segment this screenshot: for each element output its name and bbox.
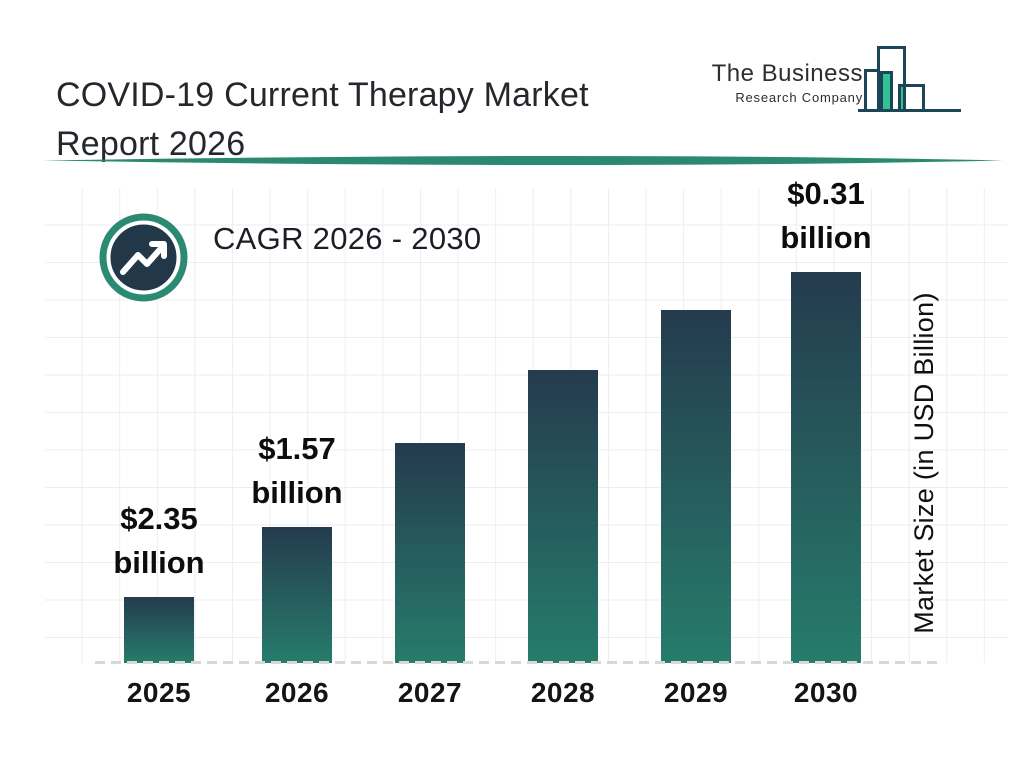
page-title: COVID-19 Current Therapy Market Report 20… <box>56 71 589 169</box>
x-axis-label-2029: 2029 <box>663 677 729 708</box>
bar-value-label-2026: $1.57 billion <box>207 427 387 515</box>
value-label-amount: $2.35 <box>120 501 198 536</box>
value-label-amount: $0.31 <box>787 176 865 211</box>
logo-bars-icon <box>858 46 961 112</box>
bar-2030 <box>791 272 861 663</box>
page-title-line2: Report 2026 <box>56 124 246 163</box>
bar-value-label-2030: $0.31 billion <box>736 172 916 260</box>
trend-up-icon <box>99 213 188 302</box>
cagr-label: CAGR 2026 - 2030 <box>213 221 482 256</box>
bar-value-label-2025: $2.35 billion <box>69 497 249 585</box>
bar-2026 <box>262 527 332 663</box>
page-title-line1: COVID-19 Current Therapy Market <box>56 75 589 114</box>
x-axis-label-2027: 2027 <box>397 677 463 708</box>
x-axis-label-2030: 2030 <box>793 677 859 708</box>
bar-2028 <box>528 370 598 663</box>
logo-company-subname: Research Company <box>735 90 863 105</box>
x-axis-baseline <box>95 661 937 664</box>
logo-company-name: The Business <box>711 60 863 87</box>
bar-2029 <box>661 310 731 663</box>
x-axis-label-2025: 2025 <box>126 677 192 708</box>
y-axis-title: Market Size (in USD Billion) <box>909 292 939 634</box>
divider-line <box>42 156 1003 165</box>
x-axis-label-2026: 2026 <box>264 677 330 708</box>
value-label-unit: billion <box>113 545 205 580</box>
value-label-unit: billion <box>251 475 343 510</box>
value-label-amount: $1.57 <box>258 431 336 466</box>
x-axis-label-2028: 2028 <box>530 677 596 708</box>
value-label-unit: billion <box>780 220 872 255</box>
company-logo-text: The Business Research Company <box>700 60 863 105</box>
bar-2025 <box>124 597 194 663</box>
bar-2027 <box>395 443 465 663</box>
